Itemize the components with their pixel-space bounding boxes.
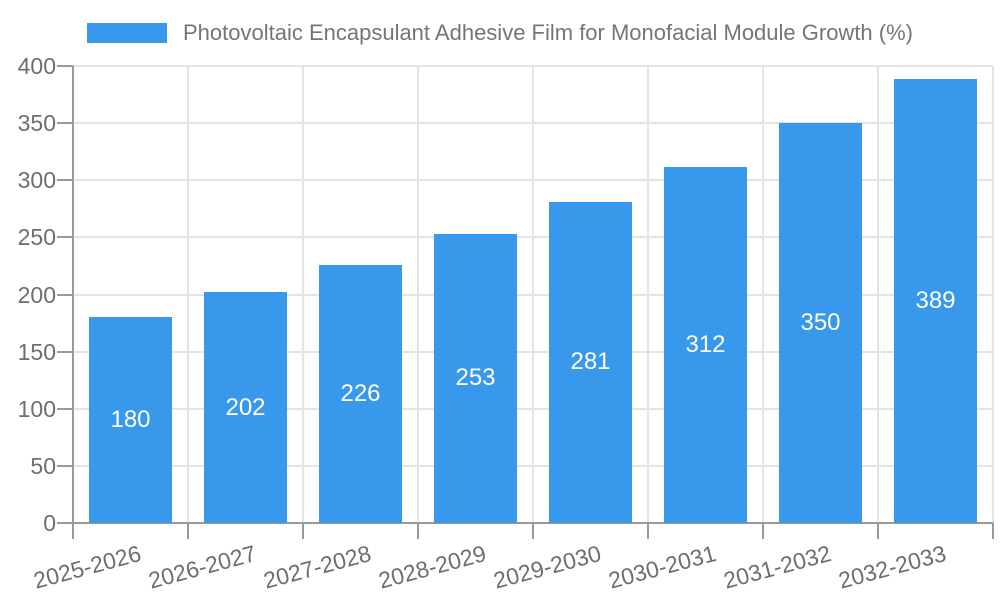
x-axis-line: [57, 522, 993, 524]
x-gridline: [992, 66, 994, 523]
x-tick-mark: [302, 523, 304, 539]
x-gridline: [762, 66, 764, 523]
legend-item[interactable]: Photovoltaic Encapsulant Adhesive Film f…: [86, 20, 913, 46]
y-tick-label: 150: [17, 338, 56, 365]
y-tick-label: 300: [17, 167, 56, 194]
x-tick-mark: [992, 523, 994, 539]
x-gridline: [877, 66, 879, 523]
y-tick-label: 350: [17, 110, 56, 137]
bar[interactable]: [204, 292, 287, 523]
x-tick-label: 2030-2031: [605, 540, 719, 594]
x-gridline: [187, 66, 189, 523]
x-tick-mark: [647, 523, 649, 539]
x-tick-mark: [532, 523, 534, 539]
y-tick-mark: [57, 236, 73, 239]
x-tick-mark: [187, 523, 189, 539]
x-tick-label: 2032-2033: [835, 540, 949, 594]
x-tick-mark: [877, 523, 879, 539]
y-tick-label: 0: [43, 510, 56, 536]
y-tick-mark: [57, 179, 73, 182]
bar-value-label: 202: [225, 393, 266, 421]
y-tick-mark: [57, 464, 73, 467]
y-axis-line: [72, 66, 74, 539]
x-gridline: [417, 66, 419, 523]
bar-value-label: 226: [340, 379, 381, 407]
x-gridline: [647, 66, 649, 523]
x-gridline: [302, 66, 304, 523]
bar-value-label: 389: [915, 286, 956, 314]
y-tick-mark: [57, 407, 73, 410]
bar-value-label: 350: [800, 309, 841, 337]
bar[interactable]: [894, 78, 977, 523]
bar[interactable]: [664, 166, 747, 523]
x-tick-mark: [762, 523, 764, 539]
legend-label: Photovoltaic Encapsulant Adhesive Film f…: [182, 20, 913, 45]
y-tick-mark: [57, 65, 73, 67]
y-tick-mark: [57, 350, 73, 353]
y-tick-label: 50: [30, 452, 56, 479]
x-tick-label: 2025-2026: [30, 540, 144, 594]
bar-value-label: 253: [455, 364, 496, 392]
x-tick-mark: [417, 523, 419, 539]
x-tick-label: 2029-2030: [490, 540, 604, 594]
bar[interactable]: [89, 317, 172, 523]
bar[interactable]: [319, 264, 402, 523]
y-tick-mark: [57, 122, 73, 125]
legend: Photovoltaic Encapsulant Adhesive Film f…: [0, 20, 1000, 46]
bar-value-label: 312: [685, 330, 726, 358]
legend-swatch: [86, 23, 167, 43]
x-tick-label: 2031-2032: [720, 540, 834, 594]
y-tick-label: 100: [17, 395, 56, 422]
bar-value-label: 180: [110, 406, 151, 434]
x-gridline: [532, 66, 534, 523]
y-tick-label: 250: [17, 224, 56, 251]
bar[interactable]: [434, 233, 517, 523]
x-tick-label: 2026-2027: [145, 540, 259, 594]
y-tick-mark: [57, 293, 73, 296]
y-tick-label: 400: [17, 53, 56, 79]
y-tick-label: 200: [17, 281, 56, 308]
bar-value-label: 281: [570, 348, 611, 376]
bar[interactable]: [779, 123, 862, 523]
x-tick-label: 2028-2029: [375, 540, 489, 594]
bar[interactable]: [549, 201, 632, 523]
x-tick-label: 2027-2028: [260, 540, 374, 594]
